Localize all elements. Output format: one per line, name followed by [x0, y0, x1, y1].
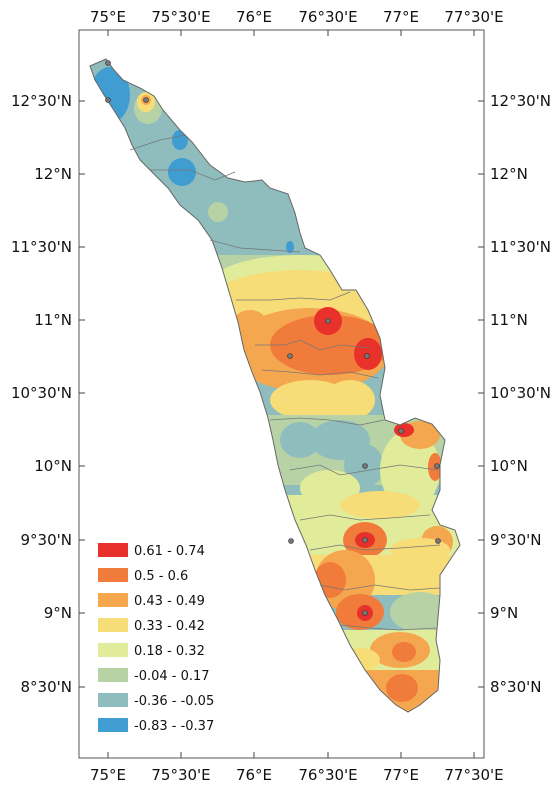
right-tick-label: 10°30'N — [490, 384, 551, 402]
station-point — [287, 353, 293, 359]
right-tick-label: 12°N — [490, 165, 528, 183]
legend-label: -0.04 - 0.17 — [134, 669, 210, 684]
bottom-tick-label: 76°E — [236, 766, 272, 784]
station-point — [105, 60, 111, 66]
legend-label: 0.43 - 0.49 — [134, 594, 205, 609]
right-tick-label: 8°30'N — [490, 678, 541, 696]
station-point — [143, 97, 149, 103]
legend-label: 0.33 - 0.42 — [134, 619, 205, 634]
top-tick-label: 77°E — [383, 8, 419, 26]
station-point — [364, 353, 370, 359]
left-tick-label: 11°N — [34, 311, 72, 329]
left-tick-label: 9°30'N — [21, 531, 72, 549]
right-tick-label: 9°N — [490, 604, 518, 622]
right-axis-labels: 12°30'N 12°N 11°30'N 11°N 10°30'N 10°N 9… — [490, 92, 551, 696]
station-point — [105, 97, 111, 103]
bottom-tick-label: 77°30'E — [444, 766, 503, 784]
right-tick-label: 9°30'N — [490, 531, 541, 549]
legend-swatch — [98, 568, 128, 582]
left-tick-label: 12°N — [34, 165, 72, 183]
top-axis-labels: 75°E 75°30'E 76°E 76°30'E 77°E 77°30'E — [90, 8, 504, 26]
legend-label: 0.18 - 0.32 — [134, 644, 205, 659]
right-tick-label: 10°N — [490, 457, 528, 475]
legend-swatch — [98, 718, 128, 732]
station-point — [435, 538, 441, 544]
station-point — [288, 538, 294, 544]
bottom-tick-label: 76°30'E — [298, 766, 357, 784]
right-tick-label: 11°30'N — [490, 238, 551, 256]
left-tick-label: 8°30'N — [21, 678, 72, 696]
legend-label: -0.83 - -0.37 — [134, 719, 214, 734]
station-point — [362, 463, 368, 469]
left-tick-label: 11°30'N — [11, 238, 72, 256]
legend-label: -0.36 - -0.05 — [134, 694, 214, 709]
legend-label: 0.5 - 0.6 — [134, 569, 188, 584]
station-point — [398, 428, 404, 434]
bottom-tick-label: 75°E — [90, 766, 126, 784]
left-tick-label: 10°N — [34, 457, 72, 475]
legend-label: 0.61 - 0.74 — [134, 544, 205, 559]
legend-swatch — [98, 593, 128, 607]
station-point — [362, 537, 368, 543]
top-tick-label: 76°E — [236, 8, 272, 26]
left-axis-labels: 12°30'N 12°N 11°30'N 11°N 10°30'N 10°N 9… — [11, 92, 72, 696]
legend-swatch — [98, 668, 128, 682]
top-tick-label: 75°30'E — [151, 8, 210, 26]
left-tick-label: 9°N — [44, 604, 72, 622]
left-tick-label: 12°30'N — [11, 92, 72, 110]
top-tick-label: 76°30'E — [298, 8, 357, 26]
top-tick-label: 75°E — [90, 8, 126, 26]
right-tick-label: 11°N — [490, 311, 528, 329]
left-tick-label: 10°30'N — [11, 384, 72, 402]
axis-ticks — [79, 30, 484, 758]
station-point — [325, 318, 331, 324]
bottom-tick-label: 77°E — [383, 766, 419, 784]
legend-swatch — [98, 543, 128, 557]
station-points — [105, 60, 441, 616]
station-point — [362, 610, 368, 616]
bottom-tick-label: 75°30'E — [151, 766, 210, 784]
top-tick-label: 77°30'E — [444, 8, 503, 26]
legend-swatch — [98, 693, 128, 707]
right-tick-label: 12°30'N — [490, 92, 551, 110]
legend-swatch — [98, 643, 128, 657]
legend: 0.61 - 0.74 0.5 - 0.6 0.43 - 0.49 0.33 - 0.… — [98, 543, 214, 734]
district-boundaries — [89, 58, 461, 713]
legend-swatch — [98, 618, 128, 632]
bottom-axis-labels: 75°E 75°30'E 76°E 76°30'E 77°E 77°30'E — [90, 766, 504, 784]
station-point — [434, 463, 440, 469]
